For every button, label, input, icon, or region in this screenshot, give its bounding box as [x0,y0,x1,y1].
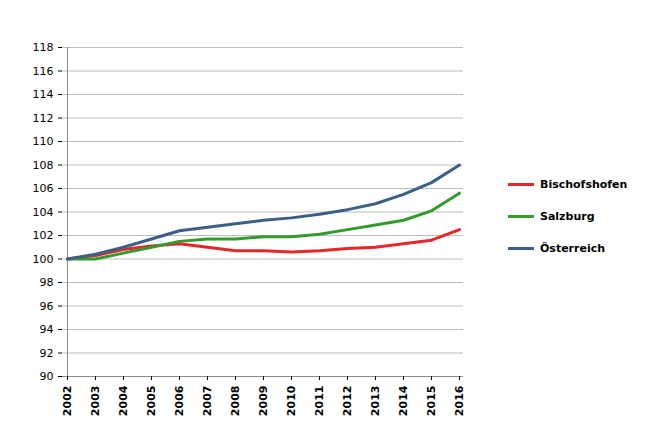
svg-text:100: 100 [33,253,54,266]
svg-text:2008: 2008 [229,386,242,417]
svg-text:2014: 2014 [397,385,410,416]
svg-text:106: 106 [33,182,54,195]
html-text:Bischofshofen: Bischofshofen [540,177,628,191]
svg-text:108: 108 [33,159,54,172]
svg-text:110: 110 [33,135,54,148]
html-text:Salzburg: Salzburg [540,209,595,223]
html-text:Österreich: Österreich [540,241,606,255]
svg-text:2006: 2006 [173,385,186,416]
svg-text:2015: 2015 [425,386,438,417]
svg-text:118: 118 [33,41,54,54]
svg-text:2003: 2003 [89,386,102,417]
svg-text:2004: 2004 [117,385,130,416]
svg-text:98: 98 [40,276,54,289]
svg-text:2009: 2009 [257,386,270,417]
svg-text:2007: 2007 [201,386,214,417]
svg-text:96: 96 [40,300,54,313]
svg-text:102: 102 [33,229,54,242]
svg-text:2011: 2011 [313,386,326,417]
svg-text:116: 116 [33,65,54,78]
svg-text:2013: 2013 [369,386,382,417]
svg-text:104: 104 [33,206,54,219]
svg-text:2002: 2002 [61,386,74,417]
svg-text:2005: 2005 [145,386,158,417]
svg-text:112: 112 [33,112,54,125]
svg-text:94: 94 [40,323,54,336]
svg-text:2012: 2012 [341,386,354,417]
svg-text:114: 114 [33,88,54,101]
svg-text:2010: 2010 [285,385,298,416]
svg-text:92: 92 [40,347,54,360]
svg-text:2016: 2016 [453,385,466,416]
svg-text:90: 90 [40,370,54,383]
